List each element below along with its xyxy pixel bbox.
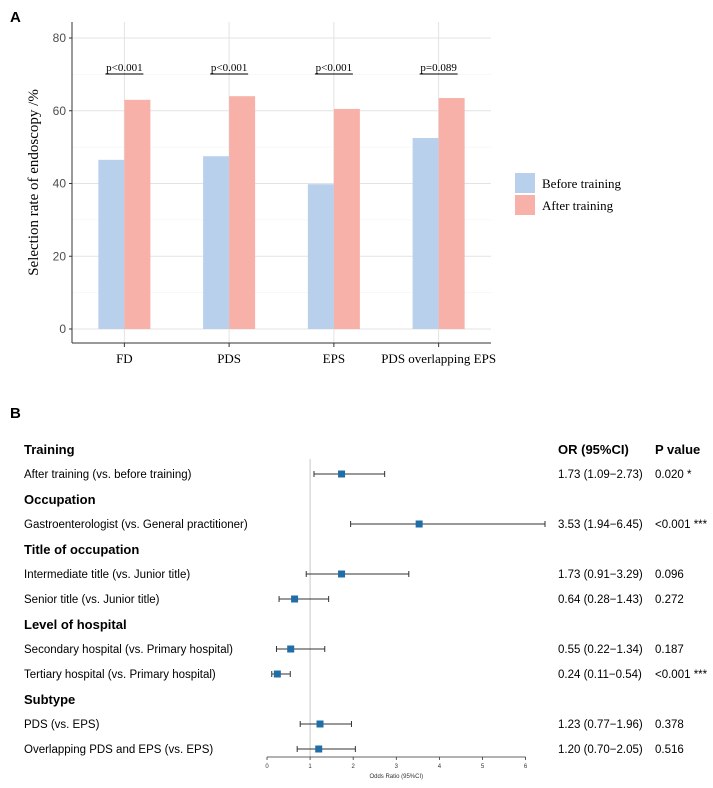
or-point [338, 470, 346, 478]
bar-before-1 [98, 159, 125, 329]
bar-after-2 [229, 96, 256, 329]
bar-after-4 [438, 98, 465, 329]
x-tick-label: PDS overlapping EPS [381, 351, 496, 366]
or-point [291, 595, 299, 603]
x-tick-label: 2 [352, 764, 356, 770]
or-point [273, 670, 281, 678]
y-tick-label: 0 [59, 322, 66, 336]
p-value-annotation: p<0.001 [106, 62, 142, 74]
p-column-header: P value [655, 442, 700, 457]
legend-label-2: After training [542, 198, 614, 213]
panel-a-bar-chart: 0 20 40 60 80 FD p<0.001 PDS p<0.001 EPS p<0.001 PD… [26, 22, 622, 366]
bar-after-3 [333, 108, 360, 330]
y-tick-label: 20 [53, 249, 67, 263]
panel-b-forest-plot: OR (95%CI) P value Training After training … [24, 442, 708, 780]
bar-before-3 [307, 184, 334, 329]
or-point [316, 720, 324, 728]
row-label: Senior title (vs. Junior title) [24, 594, 160, 606]
group-header: Occupation [24, 492, 96, 507]
or-value: 1.23 (0.77−1.96) [558, 719, 643, 731]
p-value: <0.001 *** [655, 519, 708, 531]
or-point [338, 570, 346, 578]
p-value: 0.187 [655, 644, 684, 656]
x-tick-label: 0 [265, 764, 269, 770]
x-tick-label: EPS [323, 351, 345, 366]
row-label: Gastroenterologist (vs. General practiti… [24, 519, 248, 531]
legend-label-1: Before training [542, 176, 622, 191]
group-header: Title of occupation [24, 542, 139, 557]
x-tick-label: 4 [438, 764, 442, 770]
panel-b-label: B [10, 405, 21, 422]
group-header: Training [24, 442, 75, 457]
x-tick-label: PDS [217, 351, 241, 366]
y-axis-title: Selection rate of endoscopy /% [26, 89, 42, 276]
y-tick-label: 40 [53, 177, 67, 191]
row-label: After training (vs. before training) [24, 469, 192, 481]
p-value: 0.272 [655, 594, 684, 606]
or-point [315, 745, 323, 753]
row-label: PDS (vs. EPS) [24, 719, 100, 731]
bar-after-1 [124, 99, 151, 330]
or-point [415, 520, 423, 528]
panel-a-label: A [10, 9, 21, 26]
or-value: 1.73 (0.91−3.29) [558, 569, 643, 581]
x-tick-label: FD [116, 351, 133, 366]
p-value-annotation: p<0.001 [316, 62, 352, 74]
bar-before-4 [412, 138, 439, 329]
bar-before-2 [203, 156, 230, 329]
row-label: Overlapping PDS and EPS (vs. EPS) [24, 744, 213, 756]
x-tick-label: 6 [524, 764, 528, 770]
x-tick-label: 5 [481, 764, 485, 770]
p-value: 0.378 [655, 719, 684, 731]
p-value: 0.516 [655, 744, 684, 756]
p-value-annotation: p<0.001 [211, 62, 247, 74]
or-value: 3.53 (1.94−6.45) [558, 519, 643, 531]
or-column-header: OR (95%CI) [558, 442, 629, 457]
row-label: Intermediate title (vs. Junior title) [24, 569, 190, 581]
or-value: 0.55 (0.22−1.34) [558, 644, 643, 656]
y-tick-label: 60 [53, 104, 67, 118]
or-value: 0.64 (0.28−1.43) [558, 594, 643, 606]
group-header: Level of hospital [24, 617, 127, 632]
or-value: 0.24 (0.11−0.54) [558, 669, 642, 681]
or-point [287, 645, 295, 653]
row-label: Secondary hospital (vs. Primary hospital… [24, 644, 233, 656]
group-header: Subtype [24, 692, 75, 707]
x-tick-label: 3 [395, 764, 399, 770]
y-tick-label: 80 [53, 31, 67, 45]
or-value: 1.73 (1.09−2.73) [558, 469, 643, 481]
p-value: 0.096 [655, 569, 684, 581]
x-tick-label: 1 [308, 764, 312, 770]
legend-swatch-1 [515, 173, 535, 193]
row-label: Tertiary hospital (vs. Primary hospital) [24, 669, 216, 681]
p-value: <0.001 *** [655, 669, 708, 681]
or-value: 1.20 (0.70−2.05) [558, 744, 643, 756]
p-value: 0.020 * [655, 469, 692, 481]
x-axis-title: Odds Ratio (95%CI) [369, 774, 423, 780]
legend-swatch-2 [515, 195, 535, 215]
p-value-annotation: p=0.089 [420, 62, 457, 74]
